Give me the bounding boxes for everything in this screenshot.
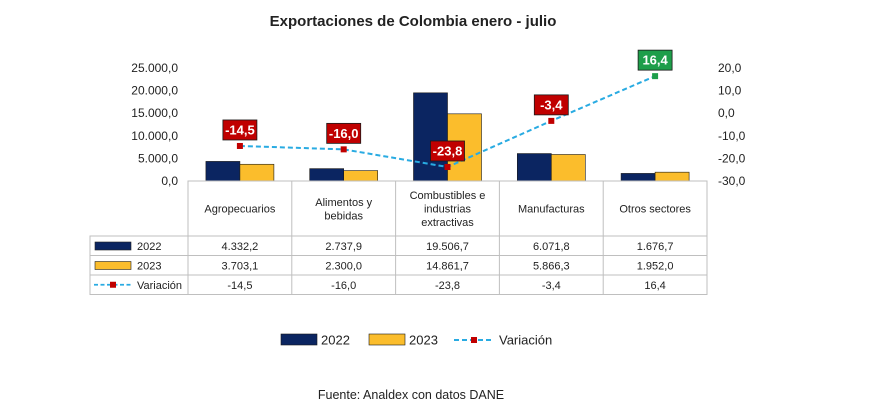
y-left-tick: 5.000,0 [138, 151, 178, 165]
data-label-4: 16,4 [642, 53, 668, 68]
chart-title: Exportaciones de Colombia enero - julio [270, 13, 557, 30]
table-cell: 4.332,2 [222, 241, 259, 253]
variacion-point-4 [652, 73, 659, 80]
data-label-box-4 [637, 49, 673, 71]
y-left-tick: 25.000,0 [131, 61, 178, 75]
data-label-3: -3,4 [540, 97, 563, 112]
table-cell: 1.676,7 [637, 241, 674, 253]
variacion-point-2 [444, 163, 451, 170]
table-cell: 3.703,1 [222, 260, 259, 272]
data-label-box-2 [430, 140, 465, 162]
bar-2022-0 [205, 161, 241, 182]
y-left-tick: 10.000,0 [131, 129, 178, 143]
data-label-1: -16,0 [329, 126, 359, 141]
table-row-label: 2023 [137, 260, 161, 272]
variacion-point-1 [340, 146, 347, 153]
legend-label-2023: 2023 [409, 333, 438, 348]
y-right-tick: -20,0 [718, 151, 746, 165]
table-cell: 1.952,0 [637, 260, 674, 272]
data-label-box-3 [533, 94, 569, 116]
table-cell: 16,4 [644, 280, 665, 292]
bar-2022-1 [309, 168, 345, 182]
data-label-box-0 [222, 119, 258, 141]
variacion-point-3 [548, 117, 555, 124]
data-label-0: -14,5 [225, 122, 255, 137]
table-cell: 5.866,3 [533, 260, 570, 272]
category-label: Combustibles e [410, 190, 486, 202]
category-label: Manufacturas [518, 204, 585, 216]
bar-2023-4 [654, 171, 690, 182]
table-cell: 19.506,7 [426, 241, 469, 253]
y-left-tick: 15.000,0 [131, 106, 178, 120]
source-note: Fuente: Analdex con datos DANE [318, 388, 504, 402]
table-key-marker [110, 281, 116, 288]
table-cell: 6.071,8 [533, 241, 570, 253]
y-left-tick: 20.000,0 [131, 84, 178, 98]
category-label: Alimentos y [315, 197, 372, 209]
legend-label-variacion: Variación [499, 333, 552, 348]
table-key-2022 [94, 241, 132, 251]
bar-2022-4 [620, 173, 656, 182]
category-label: Otros sectores [619, 204, 691, 216]
data-label-2: -23,8 [433, 143, 463, 158]
table-key-2023 [94, 261, 132, 270]
table-cell: 2.737,9 [325, 241, 362, 253]
table-row-label: Variación [137, 280, 182, 292]
legend-swatch-2023 [368, 333, 406, 346]
table-row-label: 2022 [137, 241, 161, 253]
y-right-tick: 20,0 [718, 61, 742, 75]
bar-2023-0 [239, 163, 275, 182]
y-right-tick: 0,0 [718, 106, 735, 120]
legend-label-2022: 2022 [321, 333, 350, 348]
table-cell: 14.861,7 [426, 260, 469, 272]
table-cell: 2.300,0 [325, 260, 362, 272]
table-cell: -16,0 [331, 280, 356, 292]
category-label: extractivas [421, 217, 474, 229]
legend-marker-variacion [471, 337, 477, 343]
data-label-box-1 [326, 122, 362, 144]
table-cell: -3,4 [542, 280, 561, 292]
category-label: Agropecuarios [204, 204, 275, 216]
variacion-point-0 [236, 142, 243, 149]
table-cell: -23,8 [435, 280, 460, 292]
table-cell: -14,5 [227, 280, 252, 292]
y-right-tick: -10,0 [718, 129, 746, 143]
y-left-tick: 0,0 [161, 174, 178, 188]
category-label: bebidas [324, 210, 363, 222]
legend-swatch-2022 [280, 333, 318, 346]
bar-2023-3 [550, 154, 586, 182]
bar-2023-1 [343, 170, 379, 182]
y-right-tick: -30,0 [718, 174, 746, 188]
bar-2022-2 [413, 92, 448, 182]
category-label: industrias [424, 204, 472, 216]
table-body-border [89, 235, 708, 295]
bar-2022-3 [516, 153, 552, 182]
y-right-tick: 10,0 [718, 84, 742, 98]
